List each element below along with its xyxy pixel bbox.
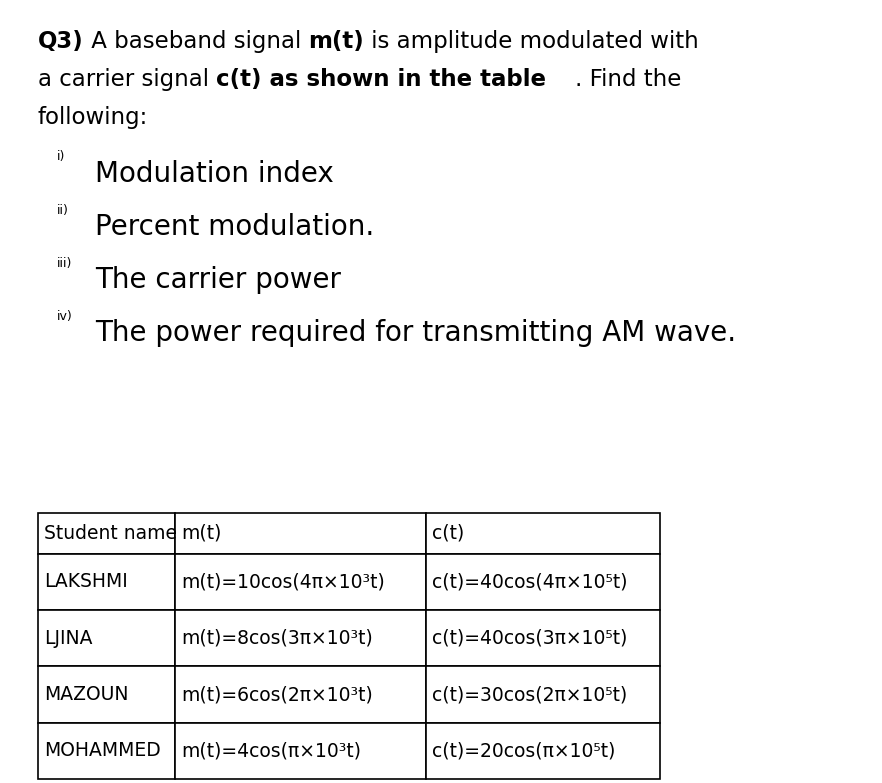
Text: The power required for transmitting AM wave.: The power required for transmitting AM w…: [95, 319, 736, 348]
Bar: [426, 723, 660, 779]
Text: Modulation index: Modulation index: [95, 160, 334, 188]
Bar: [38, 513, 175, 554]
Text: c(t)=40cos(4π×10⁵t): c(t)=40cos(4π×10⁵t): [432, 572, 628, 591]
Text: i): i): [57, 150, 65, 164]
Bar: [175, 723, 426, 779]
Bar: [426, 554, 660, 610]
Text: MAZOUN: MAZOUN: [44, 685, 129, 704]
Text: m(t)=10cos(4π×10³t): m(t)=10cos(4π×10³t): [181, 572, 385, 591]
Text: Q3): Q3): [38, 30, 84, 52]
Text: MOHAMMED: MOHAMMED: [44, 742, 161, 760]
Text: LAKSHMI: LAKSHMI: [44, 572, 128, 591]
Text: Student name: Student name: [44, 524, 177, 543]
Text: following:: following:: [38, 106, 148, 129]
Text: The carrier power: The carrier power: [95, 266, 341, 294]
Bar: [38, 666, 175, 723]
Bar: [38, 610, 175, 666]
Text: iii): iii): [57, 257, 72, 270]
Bar: [175, 513, 426, 554]
Text: iv): iv): [57, 310, 73, 323]
Text: m(t)=8cos(3π×10³t): m(t)=8cos(3π×10³t): [181, 629, 372, 648]
Text: Percent modulation.: Percent modulation.: [95, 213, 375, 241]
Text: m(t): m(t): [308, 30, 364, 52]
Bar: [426, 666, 660, 723]
Text: c(t) as shown in the table: c(t) as shown in the table: [216, 68, 546, 91]
Text: c(t): c(t): [432, 524, 465, 543]
Text: m(t): m(t): [181, 524, 221, 543]
Text: LJINA: LJINA: [44, 629, 93, 648]
Text: . Find the: . Find the: [546, 68, 682, 91]
Bar: [175, 554, 426, 610]
Bar: [175, 666, 426, 723]
Text: is amplitude modulated with: is amplitude modulated with: [364, 30, 699, 52]
Text: m(t)=4cos(π×10³t): m(t)=4cos(π×10³t): [181, 742, 361, 760]
Bar: [426, 610, 660, 666]
Text: ii): ii): [57, 204, 69, 217]
Text: A baseband signal: A baseband signal: [84, 30, 308, 52]
Text: m(t)=6cos(2π×10³t): m(t)=6cos(2π×10³t): [181, 685, 372, 704]
Bar: [175, 610, 426, 666]
Bar: [426, 513, 660, 554]
Text: a carrier signal: a carrier signal: [38, 68, 216, 91]
Text: c(t)=20cos(π×10⁵t): c(t)=20cos(π×10⁵t): [432, 742, 616, 760]
Bar: [38, 723, 175, 779]
Bar: [38, 554, 175, 610]
Text: c(t)=30cos(2π×10⁵t): c(t)=30cos(2π×10⁵t): [432, 685, 627, 704]
Text: c(t)=40cos(3π×10⁵t): c(t)=40cos(3π×10⁵t): [432, 629, 628, 648]
